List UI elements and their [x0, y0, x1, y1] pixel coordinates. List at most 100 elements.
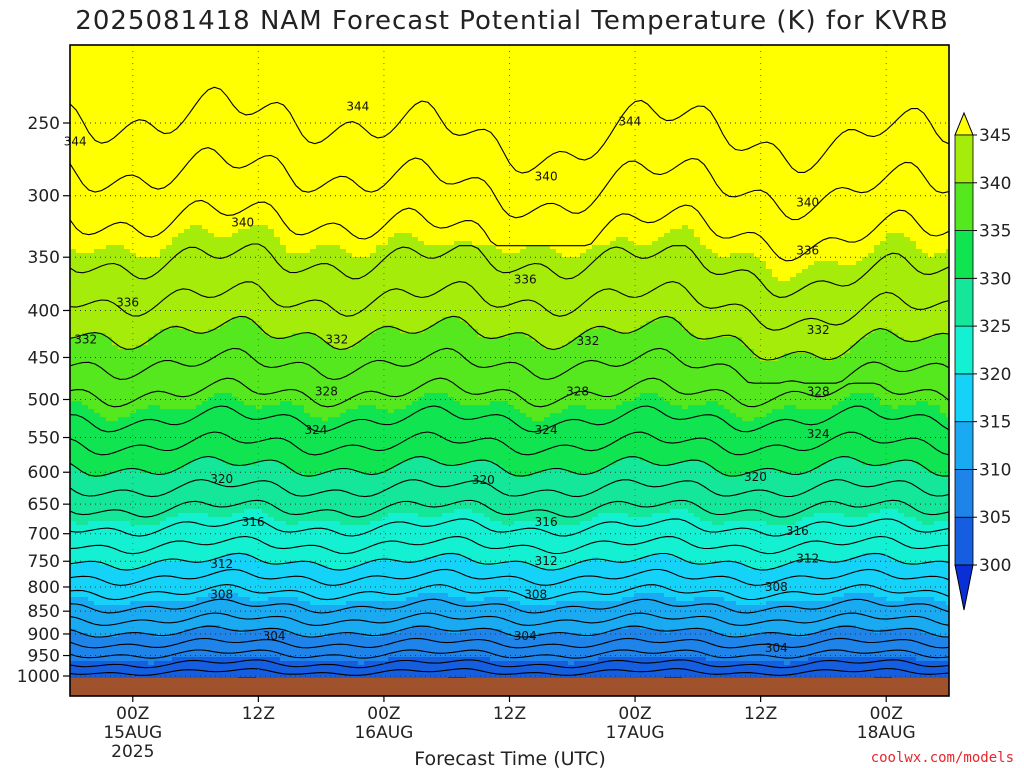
contour-cell: [190, 349, 197, 354]
contour-cell: [238, 637, 245, 642]
contour-cell: [148, 189, 155, 194]
contour-cell: [70, 57, 77, 62]
contour-cell: [190, 545, 197, 550]
contour-cell: [160, 549, 167, 554]
contour-cell: [220, 665, 227, 670]
contour-cell: [202, 593, 209, 598]
contour-cell: [238, 73, 245, 78]
contour-cell: [244, 277, 251, 282]
contour-cell: [124, 181, 131, 186]
contour-cell: [202, 53, 209, 58]
contour-cell: [130, 161, 137, 166]
contour-cell: [250, 57, 257, 62]
contour-cell: [178, 129, 185, 134]
contour-cell: [214, 93, 221, 98]
contour-cell: [238, 589, 245, 594]
contour-cell: [166, 481, 173, 486]
contour-cell: [160, 485, 167, 490]
contour-cell: [196, 73, 203, 78]
contour-cell: [196, 377, 203, 382]
contour-cell: [154, 81, 161, 86]
contour-cell: [166, 201, 173, 206]
contour-cell: [136, 317, 143, 322]
contour-cell: [154, 209, 161, 214]
contour-cell: [208, 413, 215, 418]
contour-cell: [166, 233, 173, 238]
contour-cell: [214, 181, 221, 186]
contour-cell: [172, 165, 179, 170]
contour-cell: [76, 577, 83, 582]
contour-cell: [106, 189, 113, 194]
contour-cell: [172, 613, 179, 618]
contour-cell: [226, 457, 233, 462]
contour-cell: [244, 445, 251, 450]
contour-cell: [190, 173, 197, 178]
contour-cell: [94, 153, 101, 158]
contour-cell: [88, 289, 95, 294]
contour-cell: [142, 217, 149, 222]
contour-cell: [184, 149, 191, 154]
contour-cell: [244, 301, 251, 306]
contour-cell: [214, 285, 221, 290]
contour-cell: [178, 109, 185, 114]
contour-cell: [166, 617, 173, 622]
contour-cell: [100, 77, 107, 82]
contour-cell: [76, 585, 83, 590]
contour-cell: [100, 325, 107, 330]
contour-cell: [232, 97, 239, 102]
contour-cell: [100, 521, 107, 526]
contour-cell: [118, 521, 125, 526]
contour-cell: [154, 385, 161, 390]
contour-cell: [232, 93, 239, 98]
contour-cell: [208, 233, 215, 238]
contour-cell: [94, 405, 101, 410]
contour-cell: [70, 493, 77, 498]
contour-cell: [82, 541, 89, 546]
contour-cell: [202, 149, 209, 154]
contour-cell: [214, 521, 221, 526]
contour-cell: [196, 373, 203, 378]
contour-cell: [154, 365, 161, 370]
contour-cell: [166, 465, 173, 470]
contour-cell: [118, 201, 125, 206]
contour-cell: [88, 53, 95, 58]
contour-cell: [250, 425, 257, 430]
contour-cell: [82, 213, 89, 218]
contour-cell: [208, 289, 215, 294]
contour-cell: [88, 549, 95, 554]
contour-cell: [166, 53, 173, 58]
contour-cell: [250, 145, 257, 150]
contour-cell: [136, 361, 143, 366]
contour-cell: [94, 173, 101, 178]
contour-cell: [196, 341, 203, 346]
contour-cell: [82, 109, 89, 114]
contour-cell: [244, 173, 251, 178]
contour-cell: [136, 61, 143, 66]
contour-cell: [94, 349, 101, 354]
contour-cell: [202, 621, 209, 626]
contour-cell: [178, 221, 185, 226]
contour-cell: [172, 57, 179, 62]
contour-cell: [148, 485, 155, 490]
contour-cell: [208, 69, 215, 74]
contour-cell: [130, 317, 137, 322]
contour-cell: [208, 617, 215, 622]
contour-cell: [106, 397, 113, 402]
contour-cell: [226, 273, 233, 278]
contour-cell: [100, 129, 107, 134]
contour-cell: [190, 549, 197, 554]
contour-cell: [76, 365, 83, 370]
contour-cell: [136, 153, 143, 158]
contour-cell: [184, 493, 191, 498]
contour-cell: [106, 393, 113, 398]
contour-cell: [130, 601, 137, 606]
contour-cell: [250, 401, 257, 406]
contour-cell: [244, 581, 251, 586]
contour-cell: [112, 273, 119, 278]
contour-cell: [250, 97, 257, 102]
contour-cell: [142, 497, 149, 502]
contour-cell: [226, 73, 233, 78]
contour-cell: [226, 133, 233, 138]
contour-cell: [172, 241, 179, 246]
contour-cell: [208, 197, 215, 202]
